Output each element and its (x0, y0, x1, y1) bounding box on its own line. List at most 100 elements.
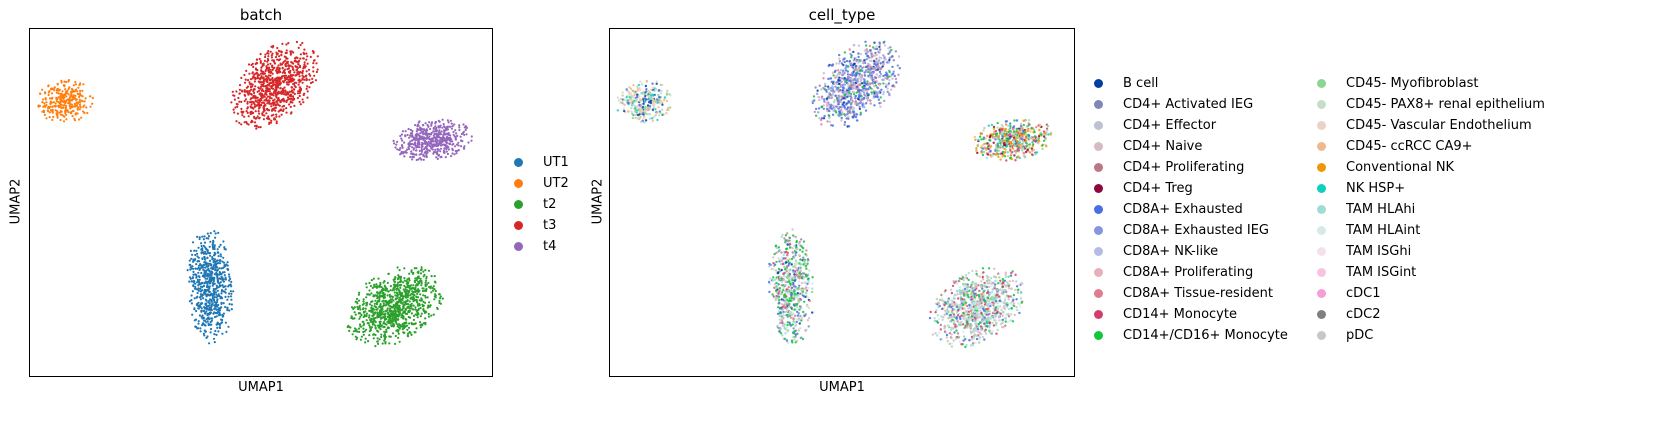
data-point (962, 294, 966, 297)
data-point (217, 231, 220, 234)
batch-x-axis-label: UMAP1 (238, 380, 284, 395)
data-point (74, 80, 77, 84)
data-point (277, 64, 280, 67)
data-point (416, 292, 419, 295)
legend-marker (514, 221, 523, 230)
data-point (227, 295, 230, 298)
data-point (962, 339, 965, 342)
data-point (649, 99, 653, 103)
data-point (193, 259, 196, 262)
data-point (957, 279, 960, 283)
data-point (799, 314, 802, 318)
data-point (402, 307, 405, 310)
data-point (669, 94, 672, 97)
data-point (458, 126, 461, 129)
data-point (290, 86, 293, 89)
data-point (652, 94, 655, 97)
data-point (625, 88, 628, 91)
data-point (404, 309, 407, 312)
data-point (778, 301, 781, 305)
data-point (213, 311, 216, 314)
batch-plot-area (29, 28, 493, 377)
data-point (980, 297, 983, 300)
data-point (218, 309, 221, 312)
data-point (210, 300, 213, 303)
data-point (426, 123, 429, 127)
data-point (986, 309, 990, 313)
data-point (298, 86, 302, 89)
data-point (390, 295, 393, 298)
data-point (302, 51, 305, 54)
data-point (217, 314, 220, 317)
data-point (43, 91, 47, 94)
data-point (56, 116, 59, 119)
data-point (799, 273, 802, 276)
data-point (962, 317, 965, 320)
data-point (271, 64, 274, 67)
data-point (802, 247, 805, 250)
data-point (444, 156, 447, 159)
data-point (433, 130, 436, 133)
data-point (229, 290, 232, 293)
data-point (384, 341, 387, 344)
data-point (1007, 295, 1010, 298)
data-point (810, 290, 814, 294)
data-point (424, 317, 427, 320)
data-point (770, 267, 774, 271)
data-point (256, 77, 259, 80)
data-point (244, 98, 248, 101)
data-point (803, 259, 806, 262)
data-point (212, 282, 215, 285)
data-point (311, 81, 314, 84)
data-point (284, 56, 287, 59)
data-point (302, 57, 305, 60)
data-point (417, 280, 420, 283)
data-point (422, 322, 425, 325)
data-point (61, 106, 64, 109)
data-point (292, 82, 295, 86)
data-point (802, 263, 805, 266)
data-point (409, 128, 412, 131)
data-point (67, 79, 70, 82)
data-point (967, 271, 970, 275)
data-point (427, 312, 430, 316)
data-point (229, 277, 232, 280)
data-point (962, 315, 965, 318)
data-point (628, 92, 631, 96)
data-point (811, 276, 814, 279)
data-point (89, 105, 92, 108)
data-point (388, 299, 391, 302)
data-point (222, 240, 225, 243)
data-point (452, 130, 455, 134)
data-point (807, 306, 811, 310)
data-point (793, 287, 796, 290)
data-point (399, 280, 402, 283)
data-point (447, 133, 451, 136)
data-point (201, 285, 204, 289)
data-point (278, 115, 281, 118)
data-point (430, 143, 433, 146)
data-point (428, 305, 431, 308)
data-point (656, 118, 659, 122)
data-point (428, 132, 431, 135)
data-point (381, 300, 384, 303)
data-point (274, 79, 277, 82)
data-point (391, 313, 394, 316)
data-point (262, 118, 265, 121)
data-point (781, 324, 784, 327)
data-point (434, 133, 437, 136)
data-point (413, 279, 416, 282)
data-point (262, 81, 265, 84)
data-point (460, 132, 463, 136)
data-point (792, 269, 795, 272)
data-point (398, 311, 402, 315)
data-point (306, 62, 309, 65)
data-point (413, 143, 416, 146)
data-point (793, 273, 796, 276)
data-point (295, 68, 299, 71)
data-point (188, 259, 191, 262)
data-point (260, 70, 263, 73)
data-point (788, 240, 791, 243)
data-point (442, 129, 446, 132)
data-point (201, 324, 204, 327)
